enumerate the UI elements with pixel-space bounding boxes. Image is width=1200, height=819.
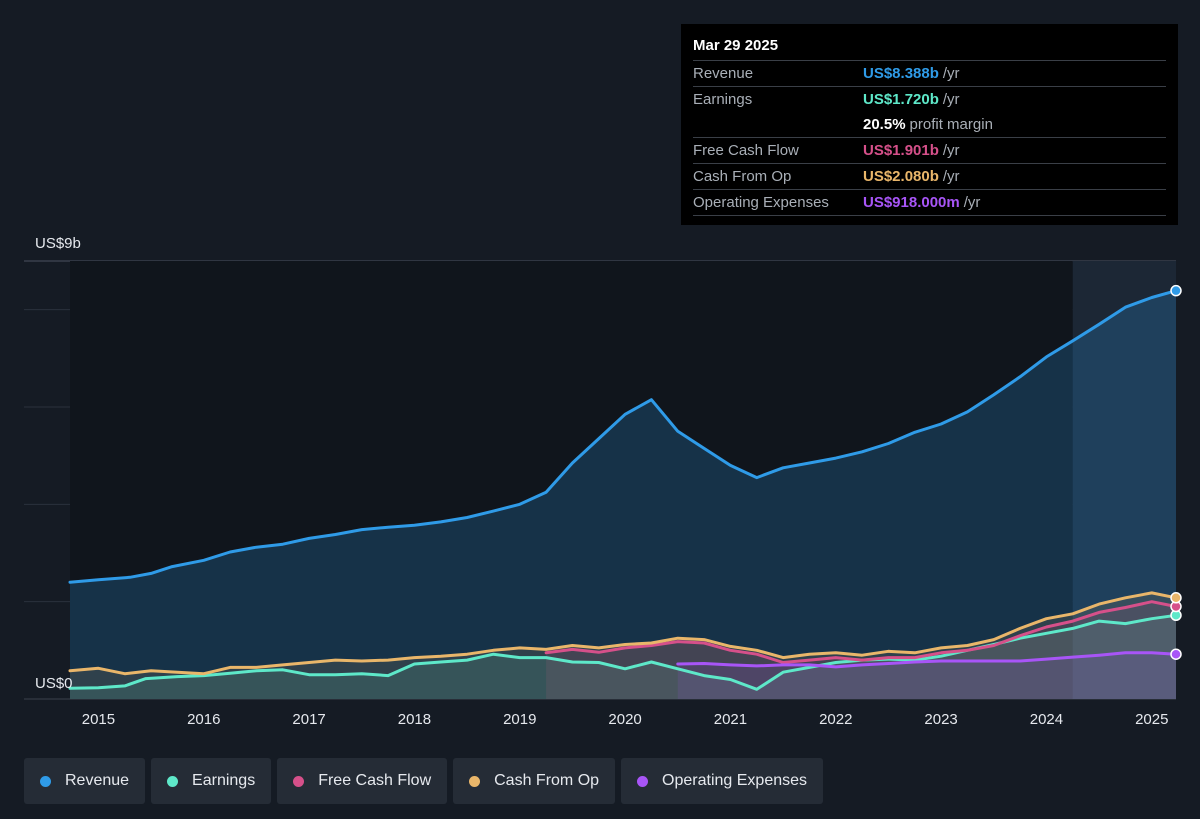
tooltip-row-unit: profit margin [909, 116, 993, 133]
legend-dot-icon [469, 775, 481, 787]
y-axis-top-label: US$9b [35, 235, 81, 252]
x-tick-label: 2018 [398, 711, 431, 728]
tooltip-row: 20.5% profit margin [693, 112, 1166, 137]
tooltip-row-unit: /yr [942, 142, 960, 159]
x-tick-label: 2020 [608, 711, 641, 728]
tooltip-row-label: Free Cash Flow [693, 142, 799, 159]
cash-from-op-end-point[interactable] [1170, 592, 1182, 604]
tooltip-row-unit: /yr [942, 168, 960, 185]
legend-dot-icon [167, 775, 179, 787]
tooltip-row-unit: /yr [942, 65, 960, 82]
tooltip-row-unit: /yr [963, 194, 981, 211]
legend-item-revenue[interactable]: Revenue [24, 758, 146, 804]
past-region [70, 261, 1073, 699]
tooltip-row-value: 20.5% [863, 116, 906, 133]
revenue-end-point[interactable] [1170, 284, 1182, 297]
latest-region [1072, 261, 1176, 699]
legend-label: Earnings [192, 772, 256, 789]
legend-label: Operating Expenses [662, 772, 808, 789]
data-tooltip: Mar 29 2025 Revenue US$8.388b/yr Earnings U… [681, 24, 1178, 225]
tooltip-row-value: US$2.080b [863, 168, 939, 185]
x-tick-label: 2023 [924, 711, 957, 728]
x-tick-label: 2024 [1030, 711, 1063, 728]
x-tick-label: 2019 [503, 711, 536, 728]
tooltip-row-label: Earnings [693, 91, 753, 108]
tooltip-row-unit: /yr [942, 91, 960, 108]
tooltip-rows: Revenue US$8.388b/yr Earnings US$1.720b/yr 2… [693, 60, 1166, 216]
legend-item-operating-expenses[interactable]: Operating Expenses [621, 758, 824, 804]
revenue-line [68, 289, 1178, 584]
cash-from-op-line [68, 591, 1178, 676]
legend-label: Cash From Op [494, 772, 600, 789]
series-end-dots [1170, 284, 1182, 660]
legend-label: Free Cash Flow [318, 772, 432, 789]
x-tick-label: 2017 [292, 711, 325, 728]
legend-item-cash-from-op[interactable]: Cash From Op [453, 758, 616, 804]
tooltip-row: Cash From Op US$2.080b/yr [693, 163, 1166, 189]
x-tick-label: 2022 [819, 711, 852, 728]
operating-expenses-line [676, 651, 1178, 669]
series-lines [68, 289, 1178, 691]
chart-legend: Revenue Earnings Free Cash Flow Cash From O… [24, 758, 824, 804]
legend-item-free-cash-flow[interactable]: Free Cash Flow [277, 758, 448, 804]
tooltip-row: Revenue US$8.388b/yr [693, 60, 1166, 86]
x-tick-label: 2016 [187, 711, 220, 728]
x-axis-ticks: 2015 2016 2017 2018 2019 2020 2021 2022 2023 2024… [82, 711, 1169, 728]
tooltip-row-label: Operating Expenses [693, 194, 829, 211]
tooltip-row-value: US$8.388b [863, 65, 939, 82]
x-tick-label: 2015 [82, 711, 115, 728]
tooltip-row-value: US$918.000m [863, 194, 960, 211]
tooltip-row-value: US$1.901b [863, 142, 939, 159]
revenue-area [70, 290, 1176, 699]
legend-label: Revenue [65, 772, 130, 789]
legend-item-earnings[interactable]: Earnings [151, 758, 272, 804]
x-tick-label: 2025 [1135, 711, 1168, 728]
tooltip-date: Mar 29 2025 [693, 37, 779, 54]
operating-expenses-area [677, 652, 1176, 699]
x-tick-label: 2021 [714, 711, 747, 728]
tooltip-row: Earnings US$1.720b/yr [693, 86, 1166, 112]
tooltip-row: Free Cash Flow US$1.901b/yr [693, 137, 1166, 163]
forecast-highlight [70, 261, 1176, 699]
y-axis-bottom-label: US$0 [35, 675, 73, 692]
free-cash-flow-line [544, 600, 1178, 664]
tooltip-row-label: Revenue [693, 65, 754, 82]
legend-dot-icon [40, 775, 51, 787]
tooltip-row-value: US$1.720b [863, 91, 939, 108]
legend-dot-icon [293, 775, 305, 787]
operating-expenses-end-point[interactable] [1170, 648, 1182, 660]
tooltip-row: Operating Expenses US$918.000m/yr [693, 189, 1166, 216]
legend-dot-icon [637, 775, 649, 787]
tooltip-row-label: Cash From Op [693, 168, 792, 185]
earnings-area [70, 615, 1176, 699]
